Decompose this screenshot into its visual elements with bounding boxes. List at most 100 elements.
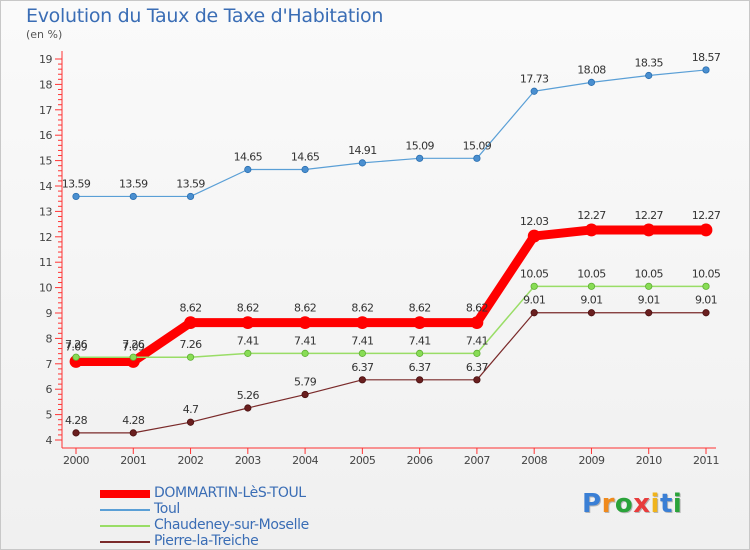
logo-letter: o [614, 489, 634, 519]
series-1-point [298, 316, 312, 330]
series-3-data-label: 7.26 [122, 338, 145, 351]
series-1-data-label: 7.09 [122, 341, 145, 354]
series-2-point [129, 192, 137, 201]
y-tick-label: 19 [39, 53, 52, 66]
series-1-data-label: 8.62 [237, 302, 259, 315]
legend-swatch [100, 509, 150, 511]
y-tick-label: 5 [46, 409, 53, 422]
series-2-point [301, 165, 309, 174]
series-4-data-label: 9.01 [580, 294, 602, 307]
series-1-point [585, 223, 598, 237]
series-2-data-label: 18.57 [692, 51, 721, 64]
chart-legend: DOMMARTIN-LèS-TOUL Toul Chaudeney-sur-Mose… [100, 485, 440, 550]
series-4-point [702, 309, 710, 317]
series-4-data-label: 5.26 [237, 389, 260, 402]
x-tick-label: 2009 [578, 454, 604, 467]
series-3-point [358, 349, 366, 357]
series-3-data-label: 7.41 [409, 334, 431, 347]
series-4-point [587, 309, 596, 317]
chart-title: Evolution du Taux de Taxe d'Habitation [26, 5, 384, 27]
series-4-data-label: 9.01 [638, 294, 660, 307]
y-tick-label: 12 [39, 231, 52, 244]
y-tick-label: 17 [39, 104, 52, 117]
series-3-data-label: 7.26 [65, 338, 88, 351]
series-4-point [530, 309, 538, 317]
series-3-data-label: 10.05 [577, 267, 606, 280]
series-3-point [645, 282, 653, 290]
series-4-point [645, 309, 653, 317]
series-1-data-label: 12.27 [634, 209, 663, 222]
series-2-data-label: 14.91 [348, 144, 377, 157]
series-4-data-label: 9.01 [695, 294, 717, 307]
series-3-point [129, 353, 137, 361]
series-line-4 [76, 312, 706, 434]
series-4-point [358, 376, 366, 384]
series-4-data-label: 6.37 [351, 361, 374, 374]
legend-swatch [100, 490, 150, 498]
series-1-data-label: 8.62 [294, 302, 316, 315]
series-2-data-label: 15.09 [463, 139, 492, 152]
series-2-data-label: 14.65 [234, 150, 263, 163]
x-tick-label: 2005 [349, 454, 375, 467]
series-3-data-label: 7.41 [466, 334, 488, 347]
series-1-data-label: 8.62 [179, 302, 201, 315]
line-chart: 4 5 6 7 8 9 10 11 12 13 14 15 16 17 18 19 2000 2001 2002 20… [39, 51, 721, 467]
series-2-point [186, 192, 195, 201]
series-3-data-label: 10.05 [520, 267, 549, 280]
series-1-point [241, 316, 255, 330]
series-3-point [530, 282, 538, 290]
series-4-data-label: 4.7 [183, 403, 199, 416]
series-3-data-label: 7.41 [351, 334, 373, 347]
logo-letter: i [672, 489, 683, 519]
series-2-data-label: 13.59 [62, 177, 91, 190]
series-2-point [530, 87, 538, 95]
series-4-point [473, 376, 481, 384]
series-2-data-label: 13.59 [119, 177, 148, 190]
y-tick-label: 16 [39, 129, 52, 142]
series-2-point [645, 71, 653, 80]
logo-letter: x [633, 489, 651, 519]
series-line-2 [76, 69, 707, 198]
series-2-data-label: 15.09 [405, 139, 434, 152]
x-tick-label: 2006 [407, 454, 433, 467]
x-tick-label: 2007 [464, 454, 490, 467]
y-tick-label: 9 [46, 307, 53, 320]
series-2-data-label: 13.59 [176, 177, 205, 190]
x-tick-label: 2010 [636, 454, 662, 467]
series-3-point [186, 353, 195, 361]
logo-letter: i [650, 489, 660, 519]
series-1-data-label: 8.62 [466, 302, 488, 315]
y-tick-label: 4 [46, 434, 53, 447]
series-4-data-label: 6.37 [409, 361, 432, 374]
series-2-point [244, 165, 252, 174]
y-tick-label: 15 [39, 155, 52, 168]
x-tick-label: 2011 [693, 454, 719, 467]
x-tick-label: 2003 [235, 454, 261, 467]
series-line-1 [76, 225, 706, 367]
legend-label: Pierre-la-Treiche [154, 533, 259, 549]
series-2-data-label: 18.35 [634, 57, 663, 70]
proxiti-logo: Proxiti [582, 489, 682, 519]
series-3-point [702, 282, 710, 290]
series-1-data-label: 12.27 [577, 209, 606, 222]
series-3-point [301, 349, 309, 357]
series-3-data-label: 7.41 [294, 334, 316, 347]
legend-label: Toul [154, 501, 180, 517]
series-1-data-label: 8.62 [351, 302, 373, 315]
series-4-point [416, 376, 424, 384]
legend-item: Chaudeney-sur-Moselle [100, 517, 440, 534]
series-4-point [244, 404, 252, 412]
legend-swatch [100, 541, 150, 543]
legend-label: DOMMARTIN-LèS-TOUL [154, 485, 306, 501]
legend-swatch [100, 525, 150, 527]
x-tick-label: 2000 [63, 454, 89, 467]
series-2-data-label: 14.65 [291, 150, 320, 163]
y-tick-label: 7 [46, 358, 53, 371]
series-1-point [413, 316, 427, 330]
series-1-data-label: 8.62 [409, 302, 431, 315]
series-3-point [72, 353, 80, 361]
series-2-point [587, 78, 596, 86]
series-1-point [184, 316, 197, 330]
logo-letter: r [601, 489, 615, 519]
series-1-point [527, 229, 541, 243]
